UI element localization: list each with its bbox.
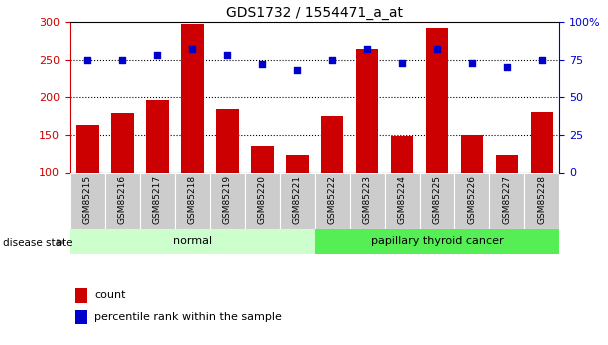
Text: GSM85226: GSM85226 <box>468 175 477 224</box>
Point <box>292 68 302 73</box>
Bar <box>244 172 280 229</box>
Text: GSM85225: GSM85225 <box>432 175 441 224</box>
Point <box>327 57 337 63</box>
Text: GSM85217: GSM85217 <box>153 175 162 224</box>
Point <box>187 47 197 52</box>
Bar <box>350 172 384 229</box>
Text: disease state: disease state <box>3 238 72 247</box>
Bar <box>356 49 378 172</box>
Bar <box>76 125 98 172</box>
Bar <box>489 172 525 229</box>
Text: GSM85219: GSM85219 <box>223 175 232 224</box>
Bar <box>216 109 238 172</box>
Bar <box>75 288 87 303</box>
Bar <box>321 116 344 172</box>
Text: normal: normal <box>173 237 212 246</box>
Bar <box>175 172 210 229</box>
Bar <box>70 229 315 254</box>
Text: GSM85228: GSM85228 <box>537 175 547 224</box>
Point <box>467 60 477 66</box>
Bar <box>496 155 518 172</box>
Point <box>362 47 372 52</box>
Point <box>537 57 547 63</box>
Bar <box>70 172 105 229</box>
Point <box>432 47 442 52</box>
Text: GSM85223: GSM85223 <box>362 175 371 224</box>
Bar <box>426 28 448 172</box>
Text: GSM85222: GSM85222 <box>328 175 337 224</box>
Bar <box>75 310 87 324</box>
Text: GSM85218: GSM85218 <box>188 175 197 224</box>
Text: GSM85221: GSM85221 <box>292 175 302 224</box>
Point <box>397 60 407 66</box>
Bar <box>105 172 140 229</box>
Bar <box>315 229 559 254</box>
Bar <box>280 172 315 229</box>
Bar <box>531 112 553 172</box>
Point <box>83 57 92 63</box>
Text: papillary thyroid cancer: papillary thyroid cancer <box>371 237 503 246</box>
Text: GSM85216: GSM85216 <box>118 175 127 224</box>
Bar <box>210 172 244 229</box>
Text: count: count <box>94 290 126 300</box>
Text: GSM85224: GSM85224 <box>398 175 407 224</box>
Bar <box>385 172 420 229</box>
Bar <box>461 135 483 172</box>
Bar <box>420 172 454 229</box>
Point <box>257 62 267 67</box>
Bar <box>286 155 308 172</box>
Text: percentile rank within the sample: percentile rank within the sample <box>94 312 282 322</box>
Bar <box>181 24 204 172</box>
Bar <box>140 172 175 229</box>
Title: GDS1732 / 1554471_a_at: GDS1732 / 1554471_a_at <box>226 6 403 20</box>
Bar <box>251 146 274 172</box>
Text: GSM85220: GSM85220 <box>258 175 267 224</box>
Point <box>223 53 232 58</box>
Text: GSM85215: GSM85215 <box>83 175 92 224</box>
Bar <box>111 113 134 172</box>
Point <box>117 57 127 63</box>
Bar <box>391 137 413 172</box>
Point <box>153 53 162 58</box>
Text: GSM85227: GSM85227 <box>502 175 511 224</box>
Point <box>502 65 512 70</box>
Bar <box>524 172 559 229</box>
Bar <box>315 172 350 229</box>
Bar <box>454 172 489 229</box>
Bar <box>146 100 168 172</box>
